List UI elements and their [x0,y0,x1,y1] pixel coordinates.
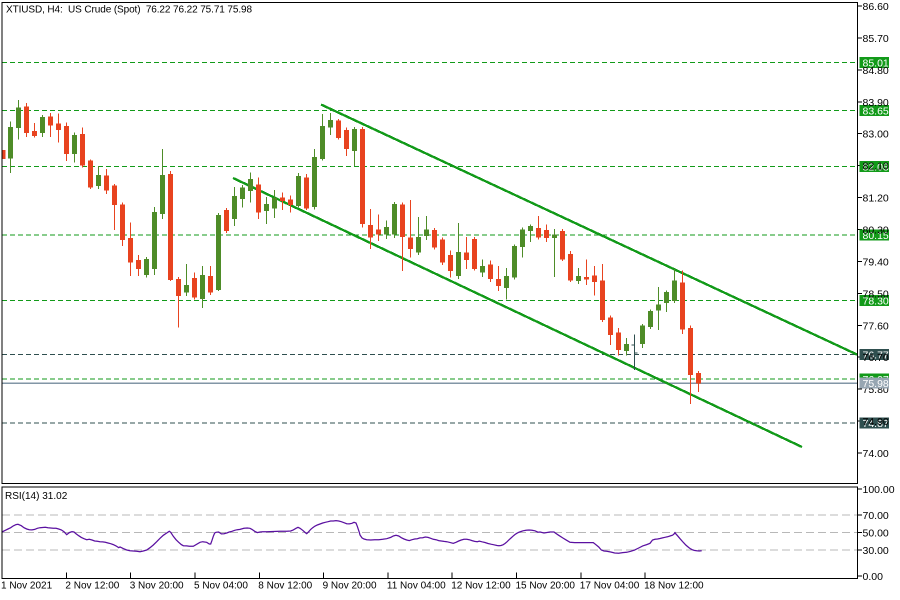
svg-text:76.70: 76.70 [863,352,889,364]
svg-text:82.10: 82.10 [863,161,889,173]
svg-text:9 Nov 20:00: 9 Nov 20:00 [323,581,377,592]
svg-text:17 Nov 04:00: 17 Nov 04:00 [580,581,640,592]
svg-text:15 Nov 20:00: 15 Nov 20:00 [516,581,576,592]
svg-text:80.30: 80.30 [863,225,889,237]
svg-text:11 Nov 04:00: 11 Nov 04:00 [387,581,446,592]
svg-text:18 Nov 12:00: 18 Nov 12:00 [644,581,704,592]
svg-text:74.87: 74.87 [863,418,889,430]
svg-text:86.60: 86.60 [863,1,889,13]
svg-text:81.20: 81.20 [863,193,889,205]
svg-text:79.40: 79.40 [863,256,889,268]
svg-text:84.80: 84.80 [863,65,889,77]
svg-text:74.90: 74.90 [863,416,889,428]
svg-text:0.00: 0.00 [863,571,884,583]
svg-text:85.01: 85.01 [863,57,889,69]
svg-text:1 Nov 2021: 1 Nov 2021 [1,581,53,592]
svg-text:77.60: 77.60 [863,320,889,332]
svg-text:50.00: 50.00 [863,528,889,540]
svg-text:83.90: 83.90 [863,97,889,109]
svg-text:82.08: 82.08 [863,161,889,173]
svg-text:XTIUSD, H4: US Crude (Spot): XTIUSD, H4: US Crude (Spot) 76.22 76.22 … [6,5,252,16]
svg-text:8 Nov 12:00: 8 Nov 12:00 [258,581,312,592]
svg-text:83.65: 83.65 [863,106,889,118]
svg-text:100.00: 100.00 [863,484,895,496]
svg-text:12 Nov 12:00: 12 Nov 12:00 [451,581,511,592]
svg-text:78.50: 78.50 [863,288,889,300]
svg-text:2 Nov 12:00: 2 Nov 12:00 [65,581,119,592]
svg-text:74.00: 74.00 [863,448,889,460]
svg-text:3 Nov 20:00: 3 Nov 20:00 [130,581,184,592]
svg-text:75.98: 75.98 [863,378,889,390]
svg-text:RSI(14) 31.02: RSI(14) 31.02 [5,491,68,502]
svg-text:80.15: 80.15 [863,230,889,242]
svg-text:5 Nov 04:00: 5 Nov 04:00 [194,581,248,592]
svg-text:83.00: 83.00 [863,129,889,141]
svg-text:85.70: 85.70 [863,33,889,45]
svg-text:76.77: 76.77 [863,350,889,362]
svg-text:70.00: 70.00 [863,510,889,522]
svg-text:78.30: 78.30 [863,296,889,308]
svg-text:30.00: 30.00 [863,545,889,557]
